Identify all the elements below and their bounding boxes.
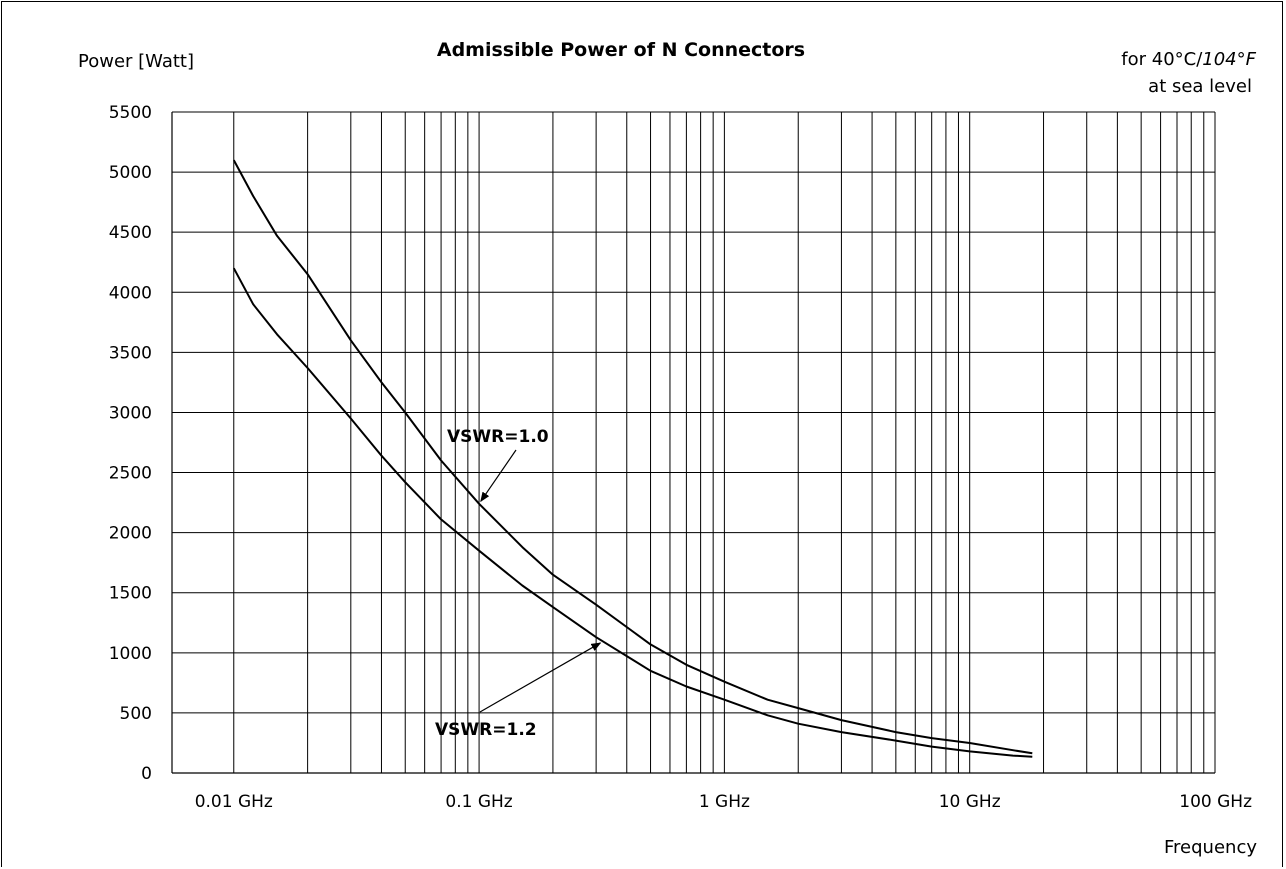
x-tick-label: 0.1 GHz xyxy=(445,792,512,812)
condition-prefix: for 40°C/ xyxy=(1121,49,1203,70)
series-line-VSWR=1.2 xyxy=(232,267,1033,758)
chart-title: Admissible Power of N Connectors xyxy=(437,39,805,61)
annotation-arrow xyxy=(479,642,602,713)
y-tick-label: 3000 xyxy=(109,403,152,423)
x-axis-label: Frequency xyxy=(1164,837,1257,858)
y-tick-label: 4000 xyxy=(109,283,152,303)
y-tick-label: 5500 xyxy=(109,103,152,123)
y-axis-label: Power [Watt] xyxy=(78,51,194,72)
x-tick-label: 0.01 GHz xyxy=(195,792,273,812)
y-tick-label: 500 xyxy=(120,704,152,724)
y-tick-label: 1000 xyxy=(109,644,152,664)
x-tick-label: 100 GHz xyxy=(1179,792,1252,812)
series-layer xyxy=(232,159,1033,758)
y-tick-label: 0 xyxy=(141,764,152,784)
annotations-layer: VSWR=1.0 VSWR=1.2 xyxy=(435,427,602,740)
annotation-arrow xyxy=(480,449,517,503)
series-line-VSWR=1.0 xyxy=(232,159,1033,755)
condition-line-2: at sea level xyxy=(1148,76,1252,97)
tick-labels: 0 500 1000 1500 2000 2500 3000 3500 4000 4500 5000… xyxy=(109,103,1252,812)
y-tick-label: 2000 xyxy=(109,524,152,544)
y-tick-label: 3500 xyxy=(109,343,152,363)
annotation-label: VSWR=1.2 xyxy=(435,720,537,740)
y-tick-label: 1500 xyxy=(109,584,152,604)
y-tick-label: 4500 xyxy=(109,223,152,243)
condition-line-1: for 40°C/104°F xyxy=(1121,49,1256,70)
annotation-label: VSWR=1.0 xyxy=(447,427,549,447)
axes xyxy=(171,112,1215,774)
y-tick-label: 5000 xyxy=(109,163,152,183)
x-tick-label: 1 GHz xyxy=(699,792,750,812)
condition-fahrenheit: 104°F xyxy=(1202,49,1256,70)
y-tick-label: 2500 xyxy=(109,464,152,484)
grid xyxy=(172,111,1216,774)
x-tick-label: 10 GHz xyxy=(939,792,1001,812)
